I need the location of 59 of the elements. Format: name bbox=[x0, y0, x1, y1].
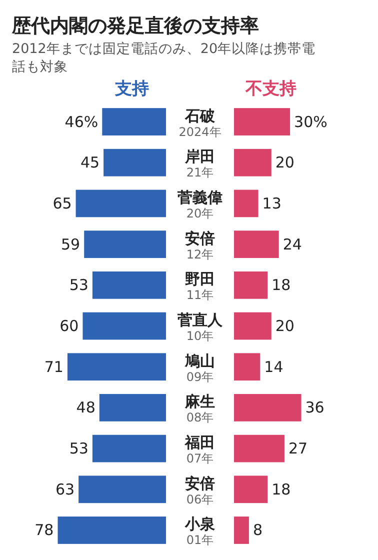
data-label: 20 bbox=[275, 154, 294, 172]
data-label: 59 bbox=[61, 235, 80, 254]
data-label: 48 bbox=[76, 398, 96, 417]
bar bbox=[234, 516, 249, 544]
bar bbox=[78, 476, 166, 504]
bar bbox=[234, 271, 268, 299]
data-label: 18 bbox=[272, 480, 291, 498]
data-label: 30% bbox=[294, 112, 328, 131]
y-tick-label: 鳩山 09年 bbox=[184, 352, 215, 384]
bar bbox=[234, 312, 272, 340]
bar bbox=[234, 394, 302, 422]
chart-title: 歴代内閣の発足直後の支持率 bbox=[11, 15, 259, 37]
data-label: 46% bbox=[64, 112, 98, 131]
data-label: 71 bbox=[44, 358, 64, 376]
y-tick-label: 安倍 12年 bbox=[185, 229, 215, 262]
y-tick-label: 岸田 21年 bbox=[184, 148, 215, 180]
bar bbox=[102, 108, 166, 136]
bar bbox=[92, 271, 166, 299]
y-tick-label: 石破 2024年 bbox=[178, 106, 222, 139]
data-label: 36 bbox=[305, 398, 324, 417]
bar bbox=[99, 394, 166, 422]
bar bbox=[234, 353, 260, 381]
data-label: 24 bbox=[282, 235, 302, 254]
bar bbox=[234, 148, 272, 176]
data-label: 8 bbox=[252, 521, 262, 540]
bar bbox=[67, 353, 166, 381]
data-label: 27 bbox=[288, 440, 308, 458]
bar bbox=[234, 190, 258, 218]
y-tick-label: 麻生 08年 bbox=[184, 392, 215, 425]
bar bbox=[234, 476, 268, 504]
y-tick-label: 菅直人 10年 bbox=[176, 311, 224, 343]
data-label: 63 bbox=[55, 480, 75, 498]
data-label: 78 bbox=[34, 521, 54, 540]
bar bbox=[58, 516, 166, 544]
bar bbox=[104, 148, 166, 176]
bar bbox=[84, 230, 166, 258]
y-tick-label: 菅義偉 20年 bbox=[176, 188, 222, 220]
data-label: 13 bbox=[262, 194, 282, 212]
data-label: 53 bbox=[69, 276, 88, 294]
chart-subtitle: 2012年までは固定電話のみ、20年以降は携帯電話も対象 bbox=[12, 41, 316, 75]
data-label: 18 bbox=[272, 276, 291, 294]
data-label: 20 bbox=[275, 317, 294, 335]
series-label: 支持 bbox=[114, 79, 149, 99]
bar bbox=[76, 190, 166, 218]
data-label: 14 bbox=[264, 358, 284, 376]
y-tick-label: 安倍 06年 bbox=[185, 474, 215, 506]
bar bbox=[92, 434, 166, 462]
bar bbox=[82, 312, 166, 340]
y-tick-label: 野田 11年 bbox=[185, 270, 215, 302]
y-tick-label: 小泉 01年 bbox=[184, 515, 215, 548]
data-label: 53 bbox=[69, 440, 88, 458]
data-label: 65 bbox=[52, 194, 72, 212]
data-label: 45 bbox=[80, 154, 100, 172]
bar bbox=[234, 230, 279, 258]
series-label: 不支持 bbox=[244, 79, 296, 99]
bar bbox=[234, 434, 284, 462]
data-label: 60 bbox=[60, 317, 79, 335]
bar bbox=[234, 108, 290, 136]
y-tick-label: 福田 07年 bbox=[184, 434, 215, 466]
